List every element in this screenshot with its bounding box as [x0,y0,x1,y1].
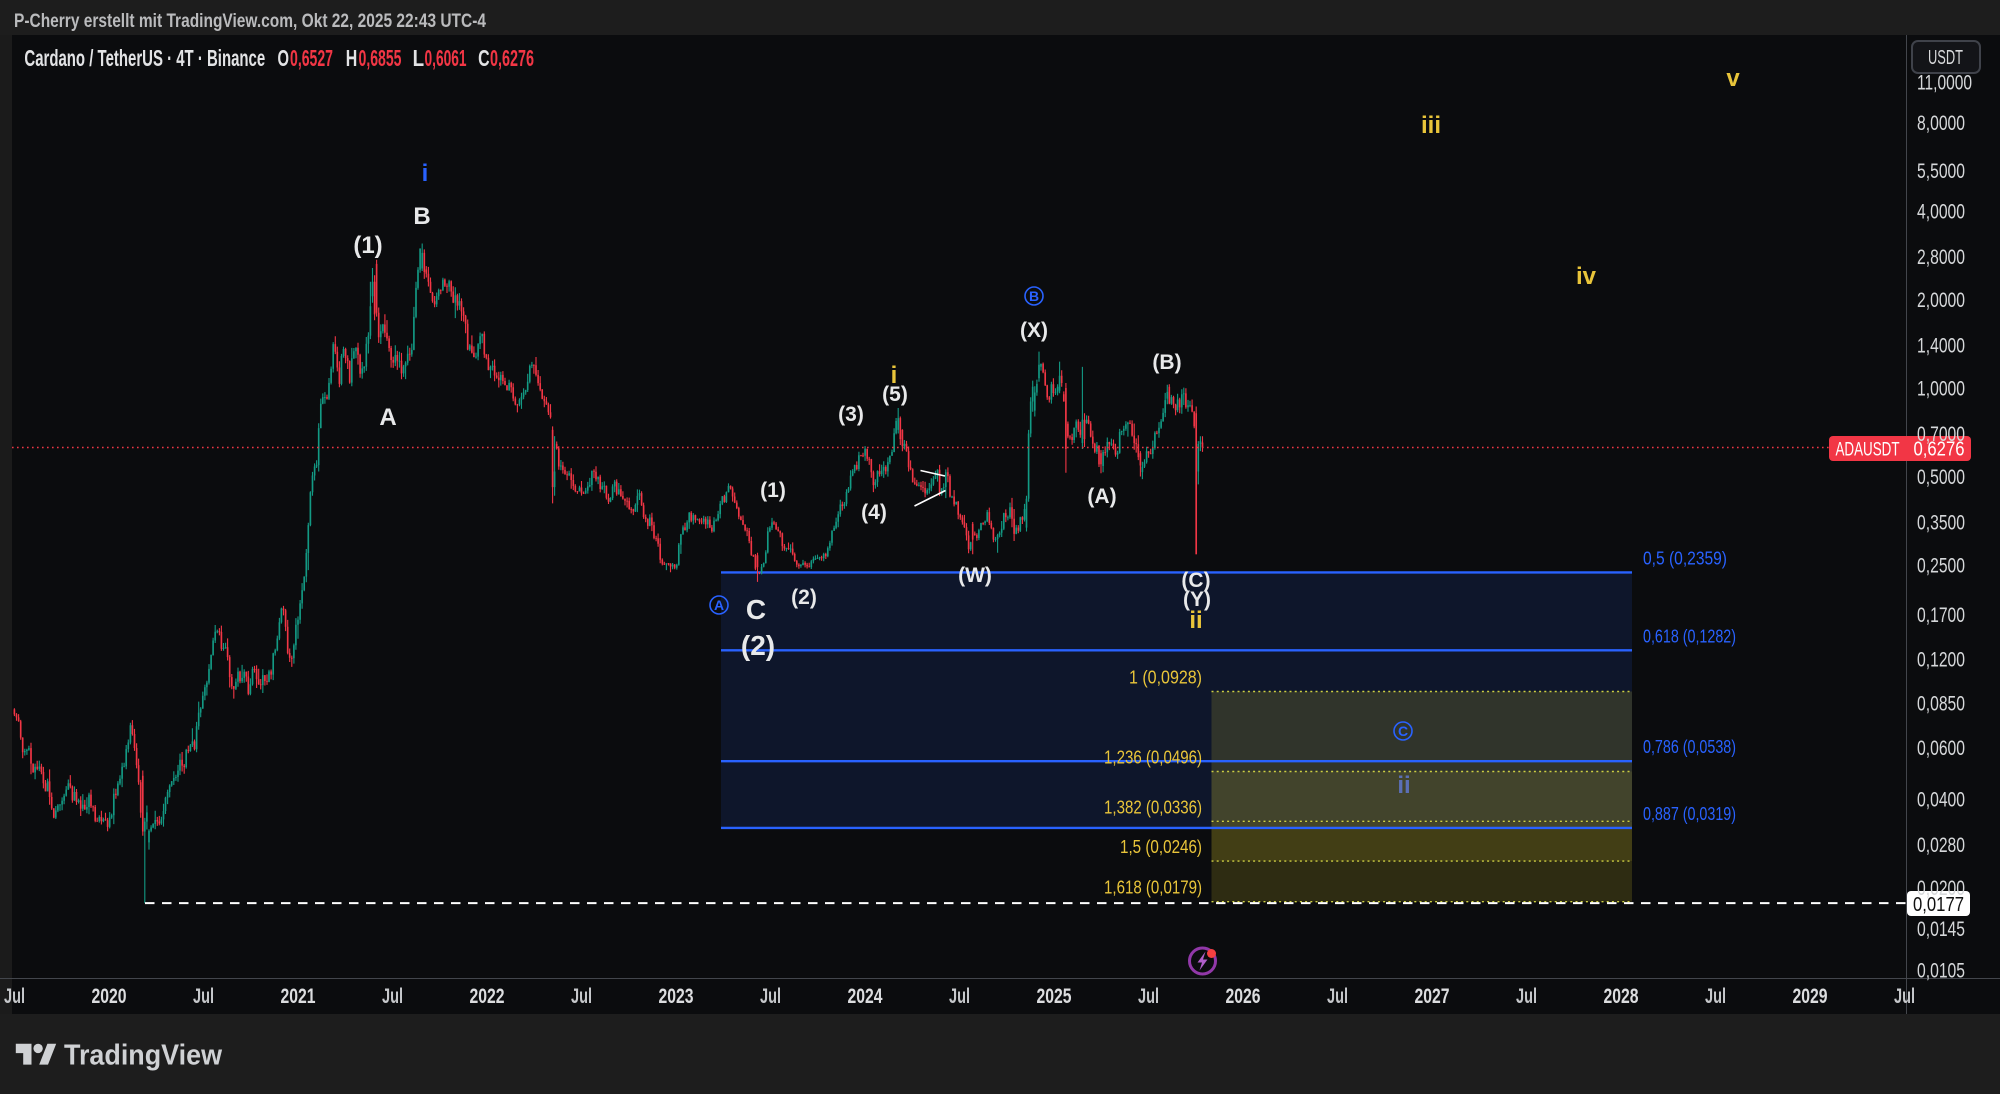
svg-text:0,3500: 0,3500 [1917,512,1965,535]
svg-text:1,618 (0,0179): 1,618 (0,0179) [1104,877,1202,898]
svg-text:0,6276: 0,6276 [490,45,534,71]
svg-text:Jul: Jul [382,985,403,1008]
svg-text:0,5000: 0,5000 [1917,466,1965,489]
svg-text:0,5 (0,2359): 0,5 (0,2359) [1643,547,1727,568]
svg-text:B: B [1029,288,1039,304]
svg-text:(X): (X) [1020,319,1048,342]
svg-text:Jul: Jul [949,985,970,1008]
svg-text:Jul: Jul [760,985,781,1008]
svg-text:1,236 (0,0496): 1,236 (0,0496) [1104,747,1202,768]
svg-text:1,5 (0,0246): 1,5 (0,0246) [1120,836,1202,857]
svg-text:(2): (2) [741,630,775,661]
svg-text:1,4000: 1,4000 [1917,335,1965,358]
svg-text:0,6276: 0,6276 [1914,439,1965,461]
svg-text:0,618 (0,1282): 0,618 (0,1282) [1643,625,1736,646]
svg-text:2022: 2022 [470,985,505,1008]
svg-text:4,0000: 4,0000 [1917,201,1965,224]
svg-text:0,6527: 0,6527 [290,45,333,71]
svg-text:5,5000: 5,5000 [1917,160,1965,183]
svg-text:C: C [1398,723,1408,739]
svg-text:Jul: Jul [1327,985,1348,1008]
svg-text:USDT: USDT [1928,47,1963,69]
svg-text:2027: 2027 [1415,985,1450,1008]
svg-text:2,8000: 2,8000 [1917,246,1965,269]
svg-text:B: B [413,203,430,230]
svg-text:Jul: Jul [4,985,25,1008]
svg-text:v: v [1726,65,1740,92]
svg-text:Jul: Jul [571,985,592,1008]
svg-text:0,6855: 0,6855 [359,45,402,71]
svg-text:0,786 (0,0538): 0,786 (0,0538) [1643,736,1736,757]
svg-text:Jul: Jul [1516,985,1537,1008]
svg-text:Jul: Jul [193,985,214,1008]
svg-text:A: A [379,404,396,431]
svg-text:2023: 2023 [659,985,694,1008]
svg-text:(2): (2) [791,586,817,609]
svg-text:1,0000: 1,0000 [1917,378,1965,401]
svg-text:0,887 (0,0319): 0,887 (0,0319) [1643,803,1736,824]
svg-text:ii: ii [1189,607,1202,634]
svg-text:(C): (C) [1181,569,1210,592]
svg-text:Jul: Jul [1705,985,1726,1008]
svg-text:iv: iv [1576,263,1597,290]
svg-text:C: C [478,45,490,71]
svg-text:P-Cherry erstellt mit TradingV: P-Cherry erstellt mit TradingView.com, O… [14,11,486,32]
svg-text:Jul: Jul [1138,985,1159,1008]
svg-text:2026: 2026 [1226,985,1261,1008]
svg-text:2025: 2025 [1037,985,1072,1008]
svg-text:2029: 2029 [1793,985,1828,1008]
svg-text:0,0400: 0,0400 [1917,789,1965,812]
svg-text:(4): (4) [861,501,887,524]
svg-text:0,7000: 0,7000 [1917,423,1965,446]
svg-text:(5): (5) [882,383,908,406]
svg-text:0,0105: 0,0105 [1917,959,1965,982]
svg-text:A: A [714,597,724,613]
svg-text:ii: ii [1397,772,1410,799]
svg-text:O: O [278,45,290,71]
svg-text:0,2500: 0,2500 [1917,555,1965,578]
svg-text:8,0000: 8,0000 [1917,112,1965,135]
svg-text:2021: 2021 [281,985,316,1008]
svg-text:2024: 2024 [848,985,883,1008]
svg-text:i: i [891,362,898,389]
svg-text:0,0850: 0,0850 [1917,692,1965,715]
svg-text:ADAUSDT: ADAUSDT [1836,440,1900,461]
svg-text:11,0000: 11,0000 [1917,71,1972,94]
svg-text:(B): (B) [1152,351,1181,374]
svg-text:0,1200: 0,1200 [1917,648,1965,671]
svg-text:2028: 2028 [1604,985,1639,1008]
svg-text:(A): (A) [1087,485,1116,508]
svg-text:H: H [346,45,358,71]
svg-text:C: C [746,594,766,625]
svg-text:1,382 (0,0336): 1,382 (0,0336) [1104,796,1202,817]
svg-text:(Y): (Y) [1183,588,1211,611]
svg-text:TradingView: TradingView [64,1043,222,1072]
svg-text:(W): (W) [958,564,992,587]
svg-text:iii: iii [1421,112,1441,139]
svg-text:2020: 2020 [92,985,127,1008]
svg-text:0,6061: 0,6061 [425,45,467,71]
svg-text:0,0145: 0,0145 [1917,918,1965,941]
svg-text:0,0600: 0,0600 [1917,737,1965,760]
svg-text:0,0177: 0,0177 [1913,894,1964,916]
svg-text:0,0280: 0,0280 [1917,834,1965,857]
svg-text:L: L [413,45,425,71]
svg-text:Jul: Jul [1894,985,1915,1008]
svg-text:0,0200: 0,0200 [1917,877,1965,900]
svg-text:Cardano / TetherUS · 4T · Bina: Cardano / TetherUS · 4T · Binance [24,45,265,71]
svg-text:0,1700: 0,1700 [1917,604,1965,627]
svg-text:i: i [422,160,429,187]
svg-text:1 (0,0928): 1 (0,0928) [1129,667,1202,688]
svg-text:(1): (1) [353,232,382,259]
svg-text:(3): (3) [838,403,864,426]
svg-text:(1): (1) [760,479,786,502]
svg-text:2,0000: 2,0000 [1917,289,1965,312]
